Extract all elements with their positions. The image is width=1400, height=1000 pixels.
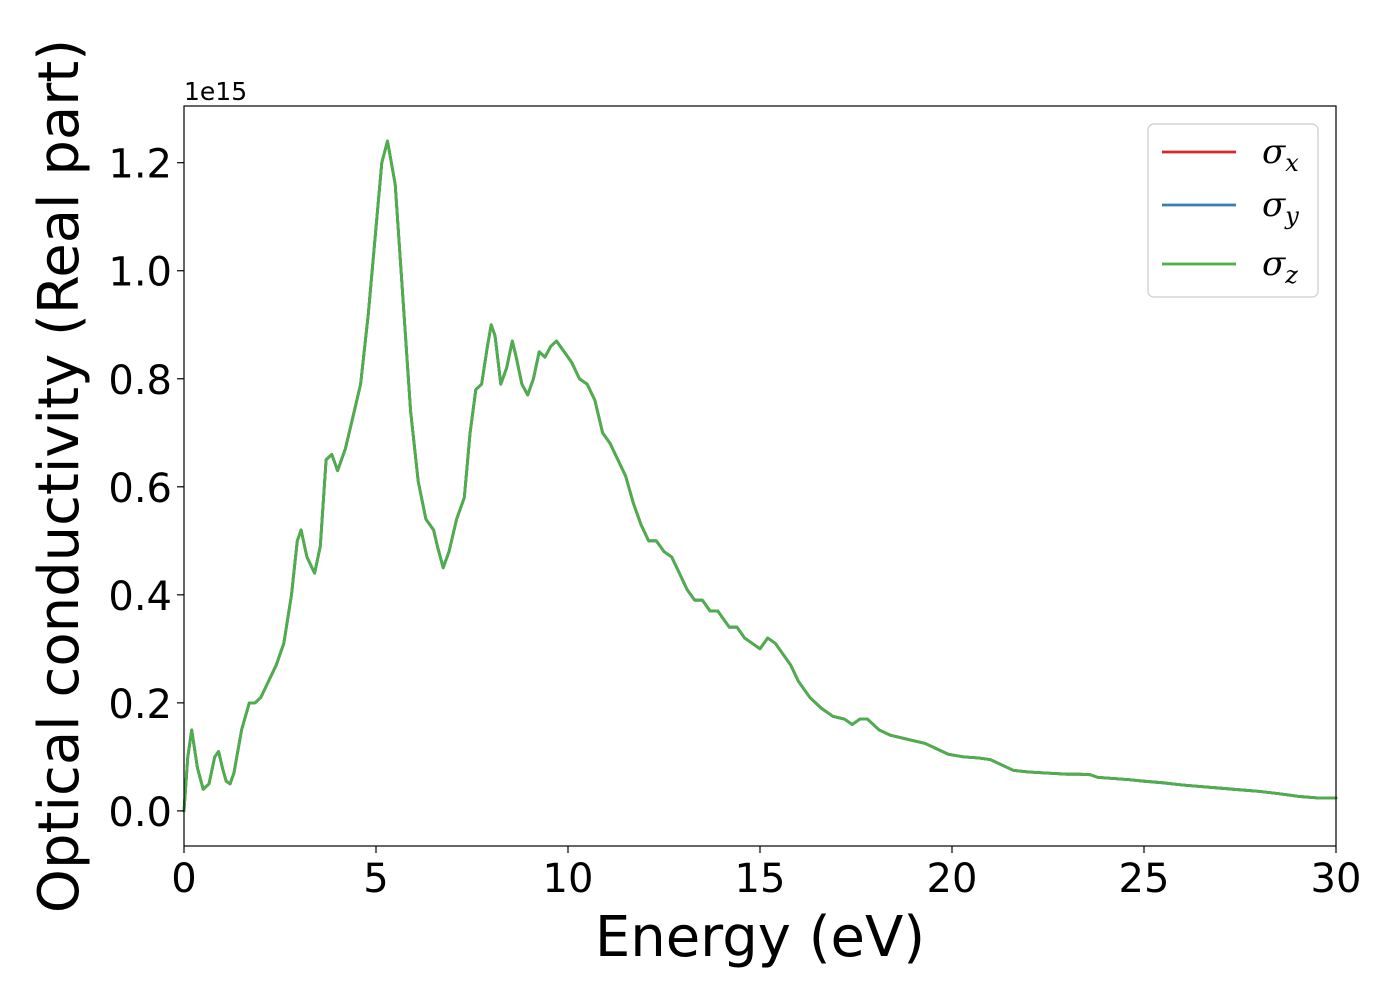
legend-entries: σx σy σz — [1162, 132, 1299, 289]
y-tick-label: 0.0 — [108, 790, 172, 836]
x-axis: 0 5 10 15 20 25 30 — [171, 846, 1361, 902]
x-tick-label: 30 — [1311, 856, 1362, 902]
x-tick-label: 15 — [735, 856, 786, 902]
y-tick-label: 1.2 — [108, 142, 172, 188]
plot-lines — [182, 139, 1338, 813]
x-tick-label: 5 — [363, 856, 388, 902]
legend-label: σz — [1262, 244, 1298, 289]
legend: σx σy σz — [1147, 123, 1319, 298]
y-tick-label: 0.8 — [108, 358, 172, 404]
legend-label: σx — [1262, 132, 1299, 177]
y-tick-label: 1.0 — [108, 250, 172, 296]
y-tick-label: 0.4 — [108, 574, 172, 620]
y-axis-label: Optical conductivity (Real part) — [27, 39, 92, 913]
y-offset-label: 1e15 — [184, 77, 247, 106]
legend-box — [1147, 123, 1319, 298]
y-axis: 0.0 0.2 0.4 0.6 0.8 1.0 1.2 — [108, 142, 184, 836]
series-line-σz — [182, 139, 1338, 813]
y-tick-label: 0.2 — [108, 682, 172, 728]
x-tick-label: 10 — [543, 856, 594, 902]
x-tick-label: 20 — [927, 856, 978, 902]
x-tick-label: 25 — [1119, 856, 1170, 902]
x-axis-label: Energy (eV) — [595, 905, 925, 970]
legend-label: σy — [1262, 185, 1299, 230]
y-tick-label: 0.6 — [108, 466, 172, 512]
x-tick-label: 0 — [171, 856, 196, 902]
